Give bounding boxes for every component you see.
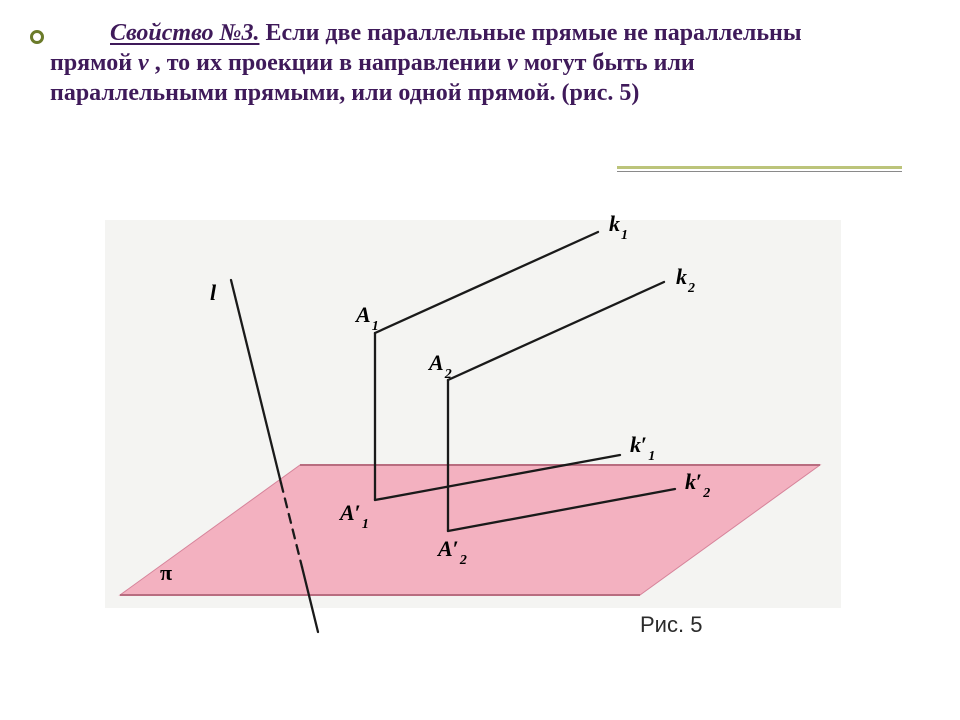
slide: Свойство №3. Если две параллельные прямы… <box>0 0 960 720</box>
heading-v1: v <box>138 50 149 76</box>
heading-part2: , то их проекции в направлении <box>149 50 507 76</box>
divider-ornament <box>617 166 902 180</box>
geometry-diagram: lk1k2A1A2A′1A′2k′1k′2π Рис. 5 <box>0 200 960 660</box>
figure-caption: Рис. 5 <box>640 612 702 638</box>
svg-text:π: π <box>160 560 172 585</box>
bullet-icon <box>30 30 44 44</box>
svg-text:l: l <box>210 280 217 305</box>
heading-lead: Свойство №3. <box>110 20 259 46</box>
heading-v2: v <box>507 50 518 76</box>
heading-text: Свойство №3. Если две параллельные прямы… <box>50 18 870 108</box>
